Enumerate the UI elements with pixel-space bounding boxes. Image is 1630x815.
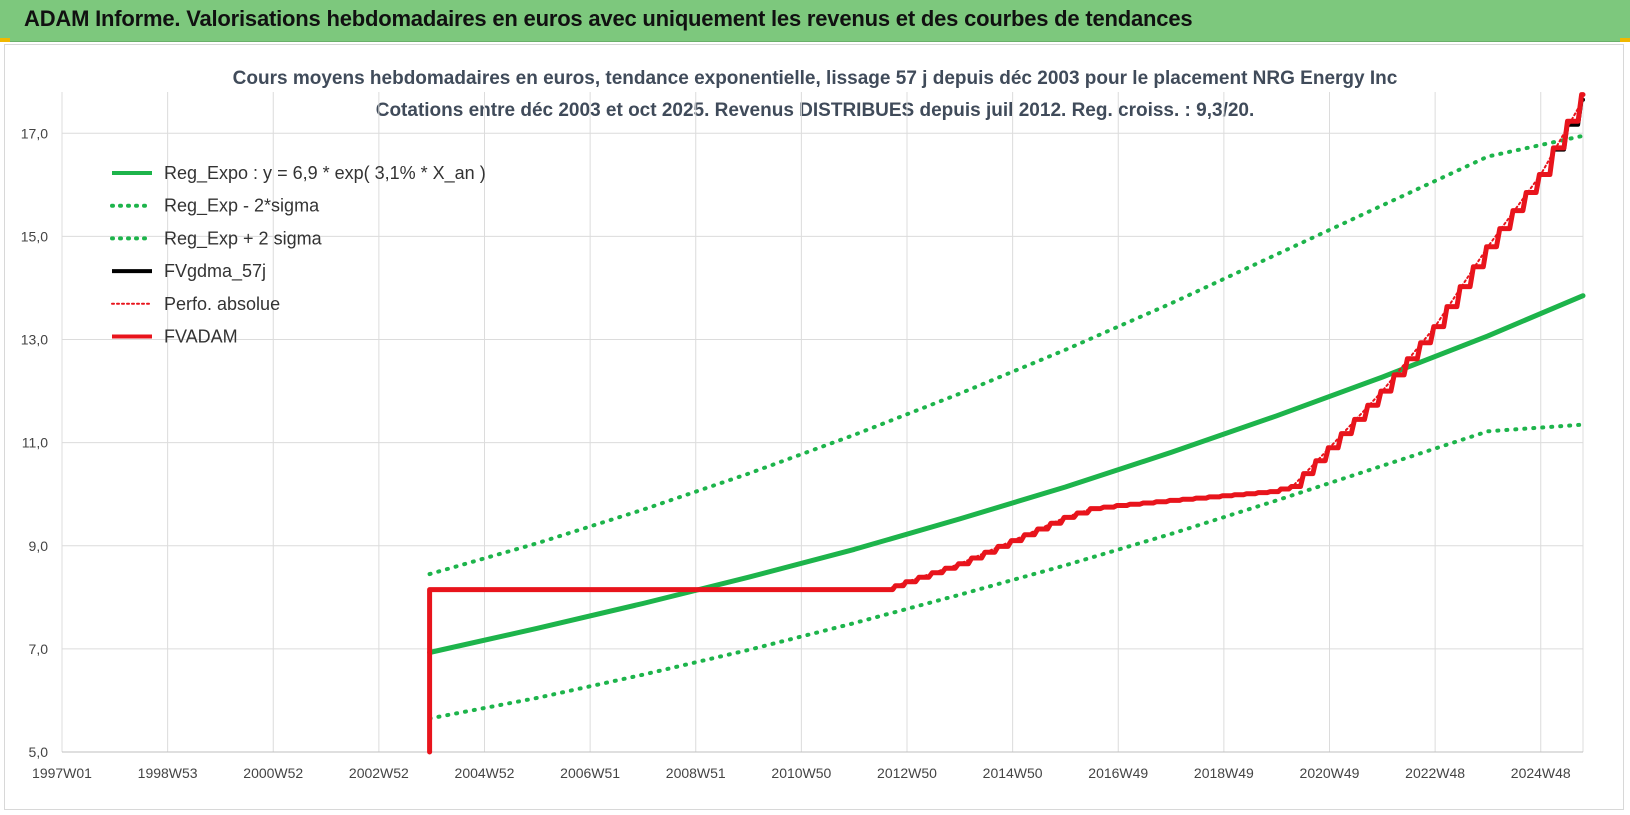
chart-subtitle: Cotations entre déc 2003 et oct 2025. Re… bbox=[375, 100, 1255, 121]
app-header: ADAM Informe. Valorisations hebdomadaire… bbox=[0, 0, 1630, 42]
x-tick-label: 2016W49 bbox=[1088, 765, 1148, 781]
y-tick-label: 15,0 bbox=[21, 228, 48, 244]
x-tick-label: 2020W49 bbox=[1300, 765, 1360, 781]
perfo-absolue-series bbox=[428, 98, 1584, 753]
fvadam-series bbox=[427, 92, 1586, 755]
y-tick-label: 9,0 bbox=[29, 538, 49, 554]
y-tick-label: 11,0 bbox=[22, 435, 48, 451]
corner-mark-left bbox=[0, 38, 10, 42]
x-tick-label: 2022W48 bbox=[1405, 765, 1465, 781]
y-tick-label: 7,0 bbox=[29, 641, 49, 657]
x-tick-label: 2008W51 bbox=[666, 765, 726, 781]
x-tick-label: 2012W50 bbox=[877, 765, 937, 781]
chart-title: Cours moyens hebdomadaires en euros, ten… bbox=[232, 68, 1398, 89]
y-tick-label: 13,0 bbox=[21, 332, 48, 348]
reg-exp-plus-2sigma-series bbox=[427, 133, 1585, 577]
axis-ticks: 1997W01 1998W53 2000W52 2002W52 2004W52 2006W… bbox=[21, 125, 1583, 781]
legend-label: Reg_Exp + 2 sigma bbox=[164, 228, 323, 249]
legend-label: Reg_Expo : y = 6,9 * exp( 3,1% * X_an ) bbox=[164, 163, 486, 184]
x-tick-label: 1998W53 bbox=[138, 765, 198, 781]
y-tick-label: 5,0 bbox=[29, 744, 49, 760]
legend-label: FVADAM bbox=[164, 327, 238, 347]
legend-label: Perfo. absolue bbox=[164, 294, 280, 314]
reg-exp-minus-2sigma-series bbox=[427, 422, 1585, 721]
x-tick-label: 2010W50 bbox=[771, 765, 831, 781]
x-tick-label: 2000W52 bbox=[243, 765, 303, 781]
page-title: ADAM Informe. Valorisations hebdomadaire… bbox=[24, 6, 1193, 31]
y-tick-label: 17,0 bbox=[21, 125, 48, 141]
x-tick-label: 2018W49 bbox=[1194, 765, 1254, 781]
chart-frame bbox=[4, 44, 1624, 810]
gridlines bbox=[61, 92, 1584, 753]
fvgdma-57j-series bbox=[427, 97, 1585, 754]
corner-mark-right bbox=[1620, 38, 1630, 42]
x-tick-label: 2014W50 bbox=[983, 765, 1043, 781]
series-lines bbox=[427, 92, 1586, 755]
legend-label: Reg_Exp - 2*sigma bbox=[164, 196, 320, 217]
x-tick-label: 2006W51 bbox=[560, 765, 620, 781]
x-tick-label: 2024W48 bbox=[1511, 765, 1571, 781]
legend: Reg_Expo : y = 6,9 * exp( 3,1% * X_an ) R… bbox=[110, 163, 486, 347]
x-tick-label: 2002W52 bbox=[349, 765, 409, 781]
x-tick-label: 2004W52 bbox=[455, 765, 515, 781]
legend-label: FVgdma_57j bbox=[164, 261, 266, 282]
x-tick-label: 1997W01 bbox=[32, 765, 92, 781]
reg-expo-series bbox=[427, 293, 1586, 655]
